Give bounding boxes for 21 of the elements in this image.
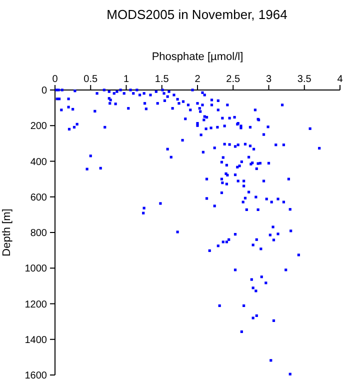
y-tick-label: 0 [41,86,48,96]
chart-title: MODS2005 in November, 1964 [106,7,288,22]
x-tick-label: 0 [52,74,58,85]
y-tick-label: 200 [30,121,48,132]
y-tick-label: 1000 [24,264,48,275]
x-tick-label: 0.5 [84,74,98,85]
y-tick-label: 1600 [24,370,48,382]
y-axis-title: Depth [m] [1,208,13,256]
x-tick-label: 1 [123,74,130,85]
y-tick-label: 800 [30,228,48,239]
y-tick-label: 1200 [24,299,48,310]
x-tick-label: 4 [337,74,344,85]
x-tick-label: 2 [194,74,201,85]
y-tick-label: 600 [30,192,48,204]
y-tick-label: 1400 [24,334,48,346]
x-tick-label: 3.5 [297,74,312,85]
x-axis-title: Phosphate [µmol/l] [152,51,244,63]
x-tick-label: 1.5 [154,74,170,85]
y-tick-label: 400 [30,156,48,168]
x-tick-label: 3 [266,74,272,85]
x-tick-label: 2.5 [226,74,241,85]
